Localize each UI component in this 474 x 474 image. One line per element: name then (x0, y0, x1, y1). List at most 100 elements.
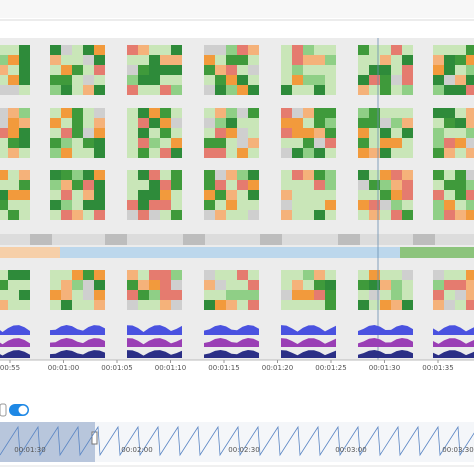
heatmap-cell (358, 200, 369, 210)
heatmap-cell (380, 138, 391, 148)
heatmap-cell (444, 270, 455, 280)
heatmap-cell (433, 148, 444, 158)
heatmap-cell (72, 210, 83, 220)
waveform (433, 350, 474, 358)
heatmap-cell (444, 85, 455, 95)
heatmap-cell (248, 108, 259, 118)
overview-signal (0, 425, 474, 457)
heatmap-cell (444, 148, 455, 158)
heatmap-cell (391, 85, 402, 95)
heatmap-cell (314, 85, 325, 95)
heatmap-cell (433, 128, 444, 138)
heatmap-cell (160, 270, 171, 280)
heatmap-cell (94, 200, 105, 210)
heatmap-cell (402, 118, 413, 128)
heatmap-cell (380, 290, 391, 300)
heatmap-cell (171, 148, 182, 158)
heatmap-cell (444, 65, 455, 75)
heatmap-cell (248, 190, 259, 200)
heatmap-cell (226, 128, 237, 138)
heatmap-cell (358, 270, 369, 280)
heatmap-cell (281, 138, 292, 148)
heatmap-cell (314, 138, 325, 148)
heatmap-cell (204, 85, 215, 95)
selection-handle[interactable] (91, 431, 98, 445)
heatmap-cell (171, 190, 182, 200)
heatmap-cell (237, 45, 248, 55)
heatmap-cell (369, 270, 380, 280)
heatmap-cell (149, 85, 160, 95)
heatmap-cell (380, 55, 391, 65)
heatmap-cell (50, 65, 61, 75)
heatmap-cell (160, 200, 171, 210)
heatmap-cell (369, 170, 380, 180)
heatmap-cell (0, 45, 8, 55)
heatmap-cell (226, 118, 237, 128)
heatmap-cell (444, 180, 455, 190)
heatmap-cell (237, 85, 248, 95)
heatmap-cell (50, 210, 61, 220)
heatmap-cell (237, 75, 248, 85)
heatmap-cell (8, 75, 19, 85)
heatmap-cell (94, 128, 105, 138)
heatmap-cell (19, 180, 30, 190)
heatmap-cell (8, 200, 19, 210)
waveform (281, 350, 336, 358)
heatmap-cell (61, 75, 72, 85)
heatmap-cell (171, 170, 182, 180)
heatmap-cell (8, 118, 19, 128)
heatmap-cell (94, 85, 105, 95)
heatmap-cell (0, 280, 8, 290)
heatmap-cell (444, 138, 455, 148)
heatmap-cell (0, 85, 8, 95)
heatmap-cell (204, 138, 215, 148)
heatmap-cell (369, 138, 380, 148)
heatmap-cell (248, 300, 259, 310)
heatmap-cell (72, 300, 83, 310)
heatmap-cell (171, 45, 182, 55)
heatmap-cell (149, 65, 160, 75)
heatmap-cell (215, 75, 226, 85)
heatmap-cell (455, 280, 466, 290)
checkbox[interactable] (0, 403, 7, 417)
waveform (281, 325, 336, 335)
heatmap-cell (138, 75, 149, 85)
heatmap-cell (380, 85, 391, 95)
heatmap-cell (171, 138, 182, 148)
heatmap-cell (215, 290, 226, 300)
heatmap-cell (281, 65, 292, 75)
time-label: 00:01:00 (48, 364, 79, 372)
heatmap-cell (281, 280, 292, 290)
heatmap-cell (226, 190, 237, 200)
heatmap-cell (433, 180, 444, 190)
heatmap-cell (466, 170, 474, 180)
heatmap-cell (61, 210, 72, 220)
heatmap-cell (19, 75, 30, 85)
heatmap-cell (314, 55, 325, 65)
heatmap-cell (138, 280, 149, 290)
heatmap-cell (455, 270, 466, 280)
heatmap-cell (466, 210, 474, 220)
heatmap-cell (61, 300, 72, 310)
heatmap-cell (391, 190, 402, 200)
heatmap-cell (380, 45, 391, 55)
time-label: 00:01:10 (155, 364, 186, 372)
heatmap-cell (444, 300, 455, 310)
heatmap-cell (325, 75, 336, 85)
heatmap-cell (433, 85, 444, 95)
heatmap-cell (455, 138, 466, 148)
heatmap-cell (402, 290, 413, 300)
heatmap-cell (204, 190, 215, 200)
heatmap-cell (8, 55, 19, 65)
heatmap-cell (281, 128, 292, 138)
heatmap-cell (94, 180, 105, 190)
heatmap-cell (83, 180, 94, 190)
heatmap-cell (237, 65, 248, 75)
heatmap-cell (237, 290, 248, 300)
heatmap-cell (215, 210, 226, 220)
heatmap-cell (369, 190, 380, 200)
heatmap-cell (380, 210, 391, 220)
overview-selection[interactable] (0, 422, 95, 462)
heatmap-cell (94, 300, 105, 310)
heatmap-cell (160, 45, 171, 55)
